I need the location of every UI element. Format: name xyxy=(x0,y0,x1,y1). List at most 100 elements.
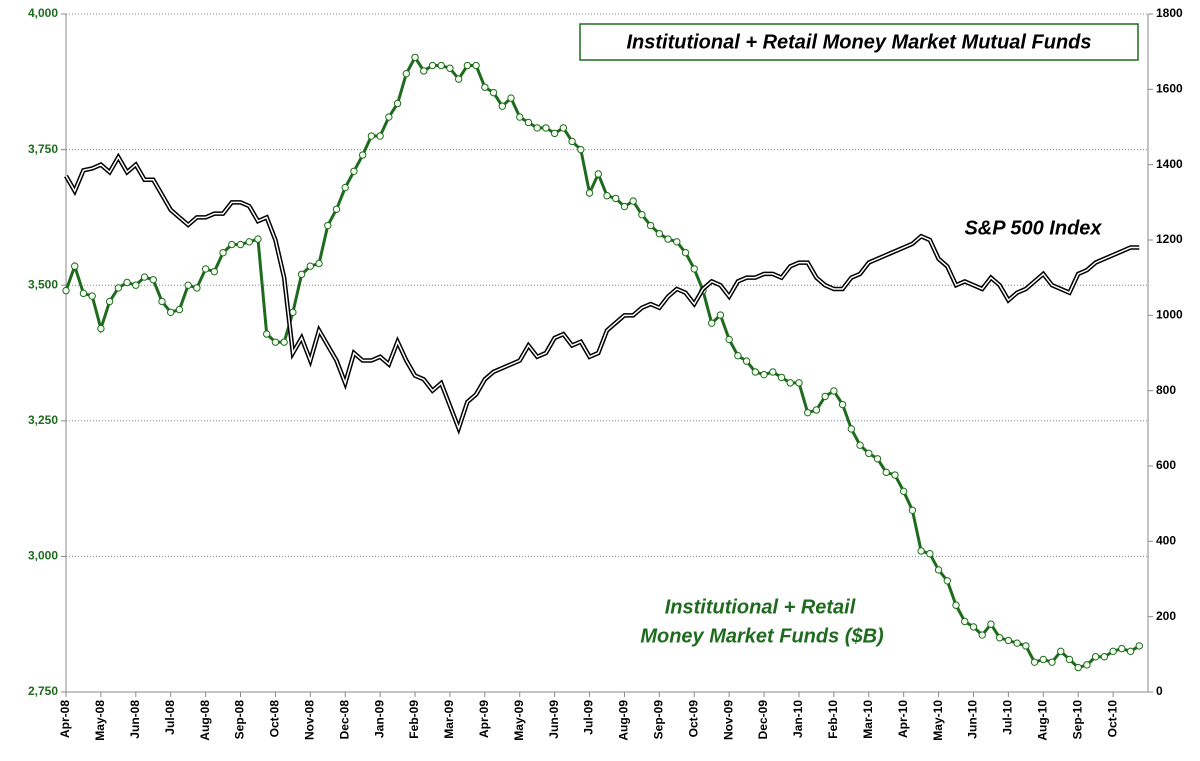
point xyxy=(908,506,917,514)
point xyxy=(472,61,480,70)
x-tick-label: Nov-09 xyxy=(721,700,735,740)
point xyxy=(167,308,175,317)
point xyxy=(193,284,201,292)
point xyxy=(577,145,585,154)
point xyxy=(132,281,140,289)
point xyxy=(105,297,114,306)
point xyxy=(376,132,384,140)
x-tick-label: Apr-09 xyxy=(477,700,491,738)
point xyxy=(236,240,245,249)
point xyxy=(507,94,515,102)
point xyxy=(821,392,829,401)
point xyxy=(559,124,568,132)
x-tick-label: Apr-10 xyxy=(896,700,910,738)
point xyxy=(1048,658,1056,666)
point xyxy=(402,69,411,78)
point xyxy=(428,61,437,70)
point xyxy=(175,305,184,314)
x-tick-label: Apr-08 xyxy=(58,700,72,738)
point xyxy=(149,276,157,284)
point xyxy=(1057,647,1065,656)
point xyxy=(1074,663,1082,672)
point xyxy=(812,406,821,414)
point xyxy=(769,368,777,376)
point xyxy=(210,267,219,276)
point xyxy=(873,455,882,463)
x-tick-label: Oct-10 xyxy=(1105,700,1119,738)
x-tick-label: May-10 xyxy=(931,700,945,741)
point xyxy=(751,368,760,376)
x-tick-label: Feb-10 xyxy=(826,700,840,739)
point xyxy=(228,240,236,249)
y2-tick-label: 1200 xyxy=(1156,232,1183,246)
point xyxy=(742,357,751,365)
point xyxy=(856,441,864,449)
point xyxy=(995,634,1004,642)
point xyxy=(943,577,952,585)
point xyxy=(734,352,742,360)
point xyxy=(1126,647,1135,656)
point xyxy=(71,262,79,270)
point xyxy=(315,259,323,268)
y-tick-label: 4,000 xyxy=(28,6,58,20)
x-tick-label: Aug-10 xyxy=(1035,700,1049,741)
x-tick-label: Aug-08 xyxy=(198,700,212,741)
point xyxy=(446,64,454,72)
series-line xyxy=(64,152,1140,436)
point xyxy=(795,379,803,387)
point xyxy=(420,67,428,75)
y2-tick-label: 200 xyxy=(1156,609,1176,623)
annotation: Money Market Funds ($B) xyxy=(640,625,884,647)
x-tick-label: Jan-09 xyxy=(372,700,386,738)
x-tick-label: May-08 xyxy=(93,700,107,741)
point xyxy=(594,170,602,178)
point xyxy=(1039,655,1047,664)
point xyxy=(987,620,995,628)
point xyxy=(725,335,733,344)
point xyxy=(140,273,149,281)
y2-tick-label: 0 xyxy=(1156,684,1163,698)
point xyxy=(533,124,541,132)
point xyxy=(1135,642,1143,650)
chart-title: Institutional + Retail Money Market Mutu… xyxy=(626,31,1091,53)
x-tick-label: Mar-10 xyxy=(861,700,875,739)
point xyxy=(341,183,349,192)
x-tick-label: Dec-08 xyxy=(337,700,351,740)
x-tick-label: Jun-08 xyxy=(128,700,142,739)
point xyxy=(1022,642,1030,650)
point xyxy=(612,194,620,203)
point xyxy=(620,202,629,211)
point xyxy=(271,338,280,346)
point xyxy=(681,248,690,257)
point xyxy=(297,270,306,279)
y-tick-label: 3,250 xyxy=(28,413,58,427)
point xyxy=(1013,639,1021,647)
point xyxy=(324,221,332,230)
point xyxy=(516,113,524,121)
x-tick-label: Jun-09 xyxy=(547,700,561,739)
point xyxy=(603,192,611,200)
point xyxy=(350,167,358,175)
point xyxy=(830,387,838,395)
point xyxy=(716,311,725,319)
point xyxy=(280,338,288,346)
annotation: S&P 500 Index xyxy=(964,217,1102,239)
y2-tick-label: 400 xyxy=(1156,534,1176,548)
x-tick-label: Dec-09 xyxy=(756,700,770,740)
point xyxy=(1004,636,1013,645)
point xyxy=(454,75,463,83)
title-box xyxy=(579,23,1139,61)
x-tick-label: Oct-08 xyxy=(268,700,282,738)
point xyxy=(219,248,227,257)
point xyxy=(332,205,341,213)
point xyxy=(245,238,253,246)
x-tick-label: Jan-10 xyxy=(791,700,805,738)
point xyxy=(777,373,786,382)
point xyxy=(708,319,716,327)
series-line xyxy=(64,54,1141,670)
point xyxy=(760,370,768,379)
point xyxy=(655,229,664,238)
point xyxy=(542,124,550,132)
